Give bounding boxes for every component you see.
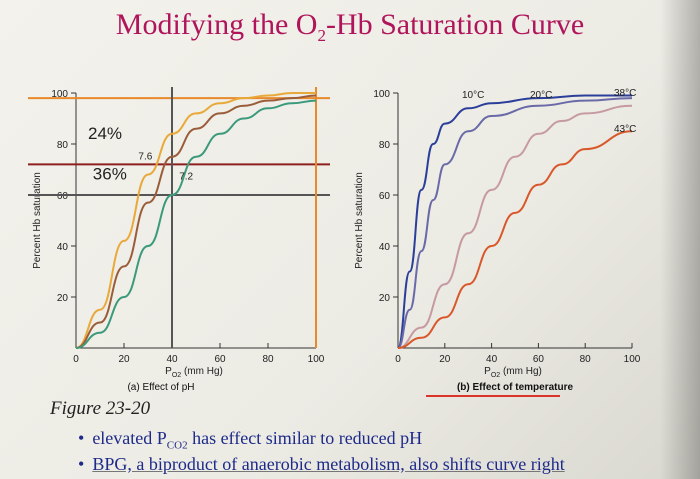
y-axis-label: Percent Hb saturation [32,172,43,269]
y-tick-label: 100 [51,89,68,100]
x-tick-label: 20 [439,354,451,365]
series-line-3 [397,104,633,349]
x-tick-label: 80 [580,354,592,365]
x-tick-label: 100 [624,354,641,365]
x-tick-label: 60 [214,354,226,365]
chart-temp-group: 20 40 60 80 100 0 20 40 60 80 100 Percent Hb satura… [354,88,641,397]
series-label: 20°C [530,90,552,101]
series-label: 38°C [614,88,636,99]
series-line-2 [75,94,317,349]
series-label: 10°C [462,90,484,101]
y-tick-label: 60 [379,191,391,202]
x-axis-label: PO2 (mm Hg) [165,366,223,379]
x-tick-label: 40 [486,354,498,365]
series-line-4 [397,130,633,349]
annotation: 24% [88,124,122,143]
y-axis-label: Percent Hb saturation [354,172,365,269]
x-tick-label: 60 [533,354,545,365]
bullet-bpg: • BPG, a biproduct of anaerobic metabolis… [78,454,565,474]
series-label: 43°C [614,124,636,135]
chart-ph-group: 20 40 60 80 100 0 20 40 60 80 100 Percent Hb satura… [28,87,330,393]
series-line-3 [75,99,317,349]
bullet-pco2: • elevated PCO2 has effect similar to red… [78,428,423,452]
chart-title: (b) Effect of temperature [457,382,574,393]
slide-title: Modifying the O2-Hb Saturation Curve [115,8,585,45]
x-axis-label: PO2 (mm Hg) [484,366,542,379]
series-line-1 [397,94,632,349]
y-tick-label: 40 [57,242,69,253]
y-tick-label: 60 [57,191,69,202]
bullet-dot: • [78,428,85,448]
y-tick-label: 40 [379,242,391,253]
y-tick-label: 100 [373,89,390,100]
series-line-1 [75,92,316,349]
x-tick-label: 20 [118,354,130,365]
x-tick-label: 80 [262,354,274,365]
x-tick-label: 40 [166,354,178,365]
edge-shadow [660,0,700,479]
y-tick-label: 20 [57,293,69,304]
x-tick-label: 0 [395,354,401,365]
series-line-2 [397,97,633,349]
chart-title: (a) Effect of pH [127,382,194,393]
y-tick-label: 20 [379,293,391,304]
y-tick-label: 80 [57,140,69,151]
annotation: 7.2 [179,172,193,183]
figure-caption: Figure 23-20 [50,398,151,419]
y-tick-label: 80 [379,140,391,151]
x-tick-label: 0 [73,354,79,365]
x-tick-label: 100 [308,354,325,365]
annotation: 36% [93,165,127,184]
annotation: 7.6 [138,151,152,162]
bullet-dot: • [78,454,85,474]
